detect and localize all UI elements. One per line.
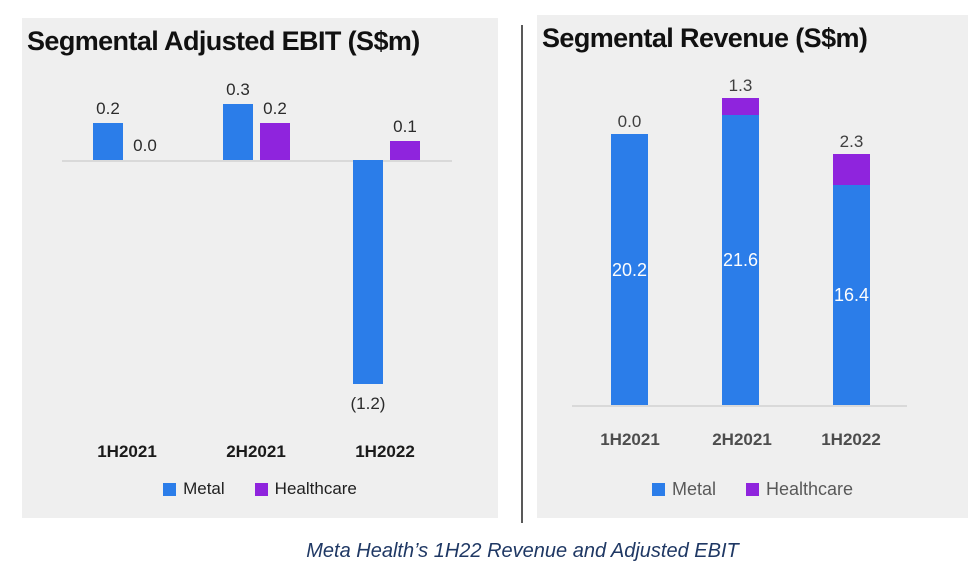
metal-bar-1h2021 (611, 134, 648, 405)
healthcare-bar-2h2021 (722, 98, 759, 115)
ebit-legend-item-healthcare: Healthcare (254, 479, 357, 499)
metal-bar-1h2022 (353, 160, 383, 384)
metal-bar-1h2022 (833, 185, 870, 405)
revenue-x-axis-line (572, 405, 907, 407)
ebit-plot-area: 0.2 0.0 0.3 0.2 (1.2) 0.1 (22, 18, 498, 518)
ebit-legend: Metal Healthcare (22, 479, 498, 499)
data-label-healthcare-2h2021: 1.3 (728, 76, 753, 95)
metal-swatch-icon (651, 483, 665, 496)
data-label-metal-bar-2h2021: 0.3 (226, 80, 250, 99)
revenue-x-label-1h2022: 1H2022 (821, 430, 881, 449)
ebit-chart-panel: Segmental Adjusted EBIT (S$m) 0.2 0.0 0.3 0… (22, 18, 498, 518)
revenue-x-label-1h2021: 1H2021 (600, 430, 660, 449)
healthcare-bar-1h2022 (390, 141, 420, 160)
data-label-metal-1h2022: 16.4 (833, 285, 870, 305)
ebit-x-label-2h2021: 2H2021 (226, 442, 286, 461)
panel-divider (521, 25, 523, 523)
metal-swatch-icon (163, 482, 177, 496)
ebit-chart-title: Segmental Adjusted EBIT (S$m) (27, 26, 420, 56)
data-label-healthcare-1h2022: 2.3 (839, 132, 864, 151)
data-label-healthcare-1h2021: 0.0 (617, 112, 642, 131)
data-label-healthcare-bar-2h2021: 0.2 (263, 99, 287, 118)
revenue-legend-item-healthcare: Healthcare (745, 479, 854, 500)
metal-bar-2h2021 (722, 115, 759, 405)
revenue-legend-label-healthcare: Healthcare (765, 479, 854, 499)
figure-caption: Meta Health’s 1H22 Revenue and Adjusted … (306, 540, 739, 562)
ebit-x-label-1h2021: 1H2021 (97, 442, 157, 461)
revenue-legend-item-metal: Metal (651, 479, 716, 500)
revenue-x-label-2h2021: 2H2021 (712, 430, 772, 449)
data-label-metal-1h2021: 20.2 (611, 259, 648, 280)
revenue-chart-title: Segmental Revenue (S$m) (542, 23, 868, 53)
healthcare-bar-1h2022 (833, 154, 870, 185)
metal-bar-2h2021 (223, 104, 253, 160)
revenue-legend: Metal Healthcare (537, 479, 968, 500)
healthcare-swatch-icon (254, 482, 268, 496)
data-label-healthcare-bar-1h2022: 0.1 (393, 117, 417, 136)
healthcare-bar-2h2021 (260, 123, 290, 160)
ebit-legend-label-healthcare: Healthcare (274, 479, 357, 498)
data-label-metal-2h2021: 21.6 (722, 250, 759, 270)
metal-bar-1h2021 (93, 123, 123, 160)
ebit-legend-label-metal: Metal (183, 479, 225, 498)
ebit-x-label-1h2022: 1H2022 (355, 442, 415, 461)
revenue-chart-panel: Segmental Revenue (S$m) 20.2 0.0 21.6 1.3 16… (537, 15, 968, 518)
data-label-healthcare-bar-1h2021: 0.0 (133, 136, 157, 155)
data-label-metal-bar-1h2022: (1.2) (350, 394, 386, 413)
healthcare-swatch-icon (745, 483, 759, 496)
ebit-x-axis-line (62, 160, 452, 162)
data-label-metal-bar-1h2021: 0.2 (96, 99, 120, 118)
revenue-legend-label-metal: Metal (671, 479, 716, 499)
ebit-legend-item-metal: Metal (163, 479, 225, 499)
revenue-plot-area: 20.2 0.0 21.6 1.3 16.4 2.3 (537, 15, 968, 518)
